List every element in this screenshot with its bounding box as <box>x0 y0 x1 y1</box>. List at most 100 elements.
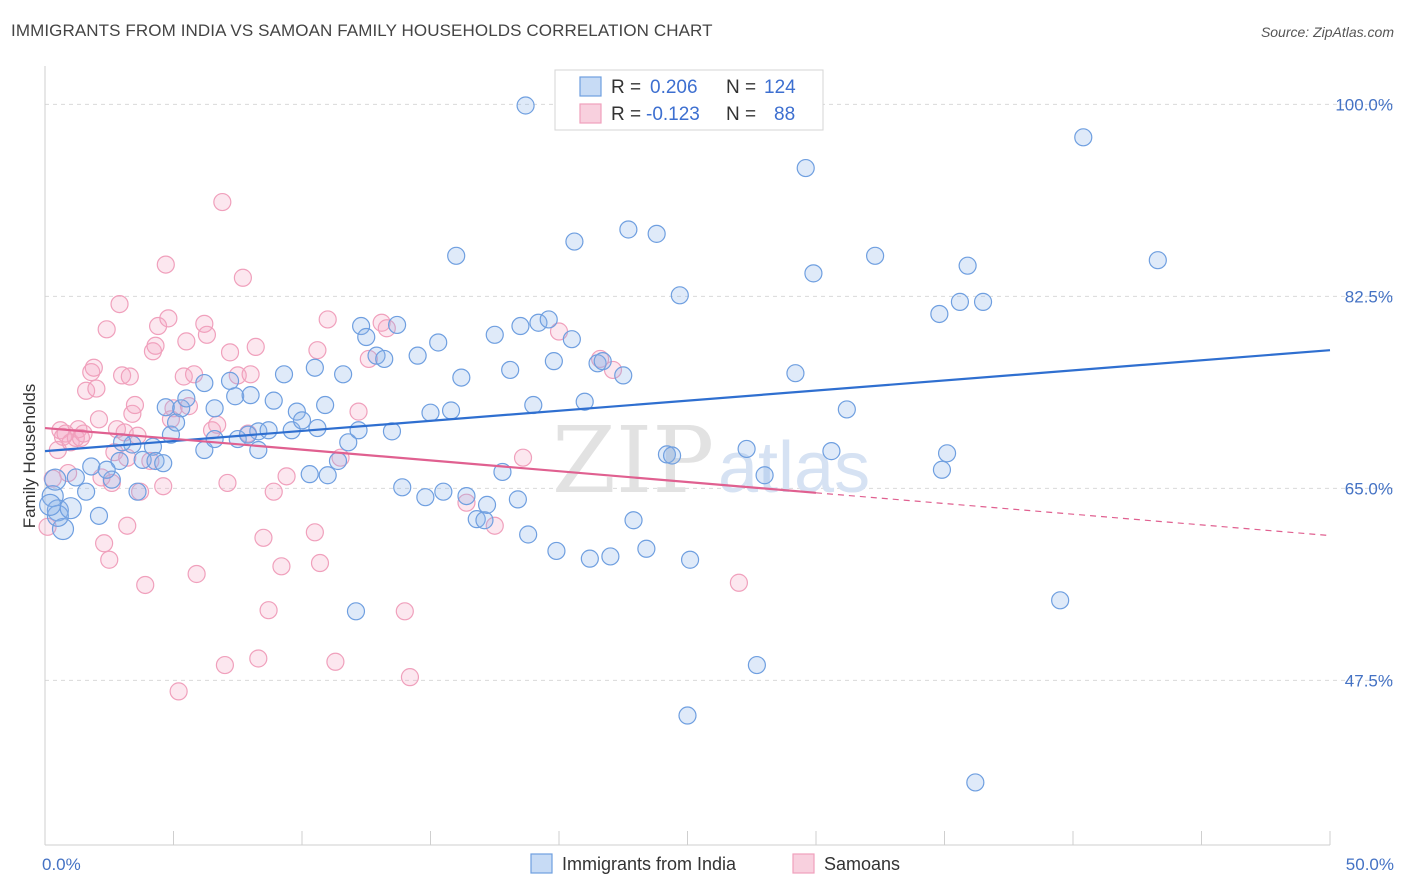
india-point-75 <box>562 330 581 349</box>
samoans-point-16 <box>97 320 116 339</box>
india-point-61 <box>467 510 486 529</box>
samoans-point-71 <box>372 313 391 332</box>
bottom-legend-swatch-samoans <box>792 853 815 874</box>
samoans-point-25 <box>120 367 139 386</box>
india-point-16 <box>156 398 175 417</box>
india-point-25 <box>226 387 245 406</box>
india-point-27 <box>241 386 260 405</box>
samoans-point-64 <box>308 341 327 360</box>
legend-r-value-india: 0.206 <box>650 77 698 98</box>
legend-r-label-india: R = <box>611 77 641 98</box>
india-point-35 <box>292 411 312 430</box>
india-point-55 <box>429 333 448 352</box>
india-point-7 <box>82 457 101 476</box>
india-point-60 <box>457 486 476 506</box>
india-point-18 <box>172 399 191 418</box>
india-point-29 <box>249 440 268 460</box>
samoans-point-17 <box>100 550 119 569</box>
india-point-51 <box>393 478 412 497</box>
samoans-point-57 <box>249 649 268 668</box>
india-point-109 <box>1074 128 1093 147</box>
samoans-point-63 <box>305 523 324 542</box>
india-point-101 <box>930 304 949 324</box>
samoans-point-74 <box>400 668 420 687</box>
x-tick-label-0: 0.0% <box>42 855 81 874</box>
india-point-31 <box>264 391 283 410</box>
samoans-point-59 <box>259 601 278 620</box>
samoans-point-21 <box>110 294 129 314</box>
legend-swatch-samoans <box>579 103 602 124</box>
series-samoans <box>38 192 749 701</box>
samoans-point-35 <box>154 477 173 496</box>
india-point-30 <box>259 421 278 440</box>
india-point-56 <box>434 482 453 501</box>
india-point-103 <box>958 256 977 275</box>
india-point-119 <box>349 421 368 440</box>
india-point-90 <box>678 706 697 725</box>
samoans-point-36 <box>156 255 175 274</box>
chart-title: IMMIGRANTS FROM INDIA VS SAMOAN FAMILY H… <box>11 21 713 40</box>
samoans-point-73 <box>395 602 414 621</box>
y-tick-label-2: 65.0% <box>1345 479 1393 498</box>
legend-r-label-samoans: R = <box>611 104 641 125</box>
india-point-66 <box>501 360 520 380</box>
india-point-72 <box>539 310 558 329</box>
india-point-59 <box>452 368 471 387</box>
bottom-legend: Immigrants from India Samoans <box>530 853 900 874</box>
bottom-legend-label-india: Immigrants from India <box>562 854 737 874</box>
india-point-110 <box>1148 251 1167 270</box>
india-point-45 <box>352 316 371 336</box>
india-point-99 <box>837 400 856 419</box>
india-point-41 <box>328 451 348 471</box>
samoans-point-51 <box>220 343 240 362</box>
y-axis-title: Family Households <box>20 384 39 529</box>
samoans-point-24 <box>118 516 137 535</box>
watermark-atlas: atlas <box>718 428 870 508</box>
india-point-50 <box>387 315 407 335</box>
samoans-point-38 <box>164 399 183 418</box>
india-point-74 <box>547 541 566 561</box>
india-point-52 <box>408 346 427 365</box>
samoans-point-67 <box>326 652 345 671</box>
india-point-78 <box>580 549 599 568</box>
india-point-77 <box>575 392 594 411</box>
india-point-82 <box>614 366 633 385</box>
samoans-point-14 <box>89 410 109 429</box>
india-point-111 <box>516 96 535 115</box>
india-point-54 <box>421 403 440 422</box>
india-point-100 <box>866 246 885 265</box>
samoans-point-27 <box>125 395 145 415</box>
india-point-97 <box>804 264 823 283</box>
india-point-32 <box>274 365 294 384</box>
india-point-36 <box>300 465 319 484</box>
samoans-point-49 <box>215 655 234 675</box>
samoans-point-60 <box>264 482 283 501</box>
india-point-76 <box>565 232 584 251</box>
india-point-3 <box>46 504 69 527</box>
india-point-93 <box>747 655 766 675</box>
india-point-20 <box>177 389 196 408</box>
samoans-point-13 <box>87 379 106 398</box>
india-point-12 <box>128 482 147 501</box>
india-point-9 <box>110 451 129 471</box>
legend-box: R = 0.206 N = 124 R = -0.123 N = 88 <box>554 69 824 131</box>
india-point-40 <box>318 466 337 485</box>
india-point-69 <box>519 525 538 544</box>
india-point-91 <box>680 550 700 569</box>
samoans-point-69 <box>349 402 368 421</box>
india-point-85 <box>637 539 656 558</box>
india-point-6 <box>89 506 109 525</box>
india-point-46 <box>357 327 376 347</box>
india-point-34 <box>287 402 306 421</box>
legend-n-value-samoans: 88 <box>774 104 795 125</box>
india-point-96 <box>796 158 815 178</box>
samoans-point-55 <box>241 365 260 384</box>
y-tick-label-3: 47.5% <box>1345 671 1393 690</box>
samoans-point-53 <box>233 268 252 287</box>
india-point-106 <box>937 444 957 463</box>
india-point-53 <box>416 488 435 507</box>
india-point-67 <box>508 490 527 509</box>
samoans-point-30 <box>136 575 155 595</box>
india-point-64 <box>485 325 504 344</box>
